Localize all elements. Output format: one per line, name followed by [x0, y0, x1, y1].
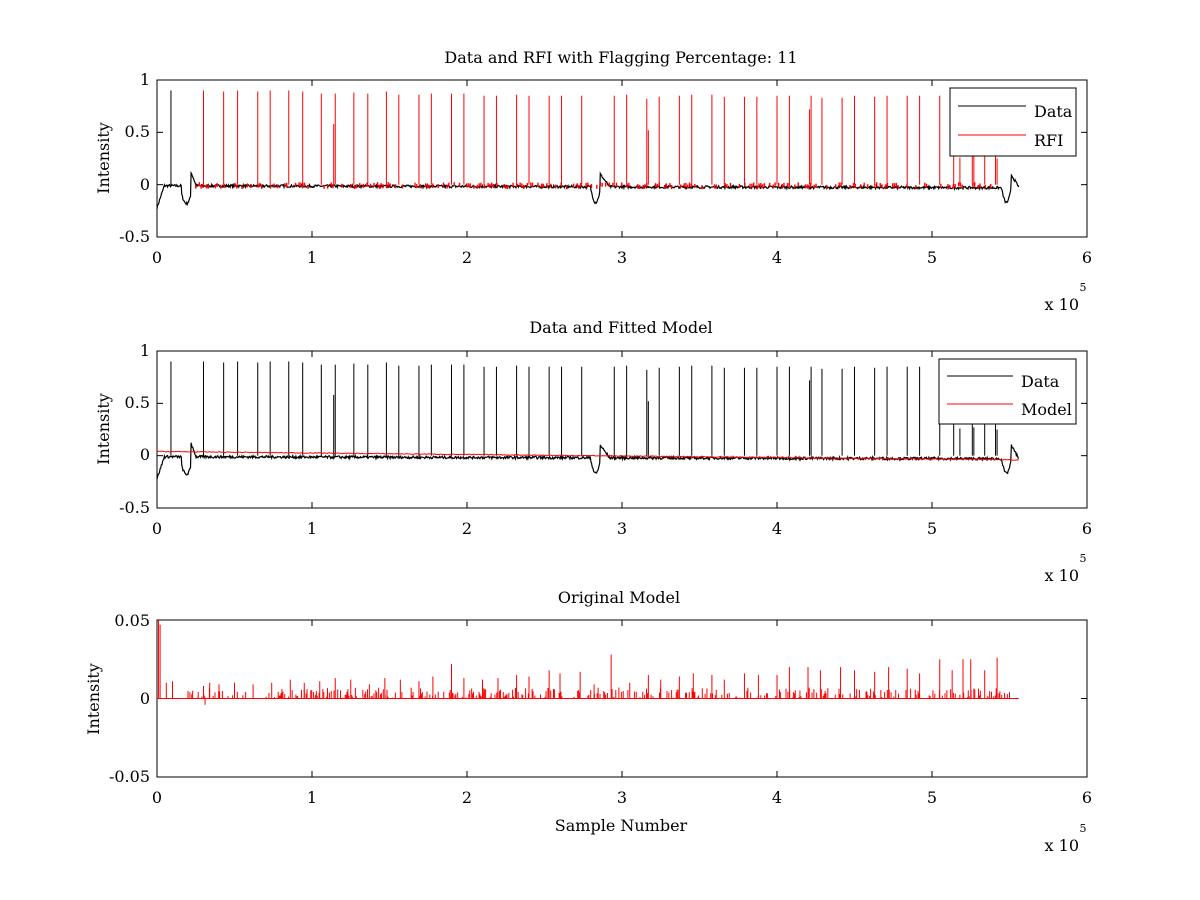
subplot-1-axes-box	[156, 79, 1088, 238]
subplot-2-x-exponent: 5	[1080, 552, 1087, 565]
subplot-1-title: Data and RFI with Flagging Percentage: 1…	[444, 48, 797, 67]
x-tick-label: 0	[152, 248, 162, 267]
legend-box	[938, 358, 1077, 425]
subplot-3-x-exponent-label: x 10	[1045, 836, 1079, 855]
x-tick-label: 3	[617, 788, 627, 807]
x-tick-label: 0	[152, 788, 162, 807]
y-tick-label: -0.05	[109, 767, 150, 786]
y-tick-label: 0.05	[114, 611, 150, 630]
subplot-2-ylabel: Intensity	[94, 393, 113, 465]
subplot-2-title: Data and Fitted Model	[529, 318, 712, 337]
y-tick-label: 1	[140, 70, 150, 89]
x-tick-label: 1	[307, 788, 317, 807]
subplot-2-ticks: 0 1 2 3 4 5 6 -0.5 0 0.5 1	[119, 341, 1092, 538]
series-data-trace	[156, 442, 1020, 480]
x-tick-label: 1	[307, 519, 317, 538]
subplot-3-ylabel: Intensity	[84, 663, 103, 735]
legend-label-data: Data	[1034, 102, 1073, 121]
x-tick-label: 2	[462, 788, 472, 807]
subplot-1-plot	[156, 79, 1088, 238]
subplot-2-axes-box	[156, 350, 1088, 509]
subplot-1: Data and RFI with Flagging Percentage: 1…	[94, 48, 1092, 314]
x-tick-label: 2	[462, 248, 472, 267]
subplot-2-x-exponent-label: x 10	[1045, 566, 1079, 585]
x-tick-label: 4	[772, 519, 782, 538]
subplot-3-plot	[156, 619, 1088, 778]
x-tick-label: 4	[772, 248, 782, 267]
subplot-2-legend: Data Model	[938, 358, 1077, 425]
subplot-3: Original Model 0 1 2 3 4 5 6 -0.05 0 0.0…	[84, 588, 1092, 855]
x-tick-label: 6	[1082, 248, 1092, 267]
legend-label-data: Data	[1021, 372, 1060, 391]
x-tick-label: 6	[1082, 519, 1092, 538]
subplot-2: Data and Fitted Model 0 1 2 3 4 5 6 -0.5…	[94, 318, 1092, 585]
legend-label-model: Model	[1021, 400, 1072, 419]
subplot-3-ticks: 0 1 2 3 4 5 6 -0.05 0 0.05	[109, 611, 1092, 807]
y-tick-label: 0.5	[125, 393, 150, 412]
x-tick-label: 0	[152, 519, 162, 538]
legend-label-rfi: RFI	[1034, 131, 1063, 150]
subplot-1-legend: Data RFI	[949, 87, 1077, 157]
x-tick-label: 5	[927, 519, 937, 538]
series-model-trace	[156, 450, 1019, 461]
legend-box	[949, 87, 1077, 157]
subplot-3-x-exponent: 5	[1080, 822, 1087, 835]
x-tick-label: 3	[617, 248, 627, 267]
y-tick-label: -0.5	[119, 227, 150, 246]
x-tick-label: 3	[617, 519, 627, 538]
x-tick-label: 6	[1082, 788, 1092, 807]
y-tick-label: -0.5	[119, 498, 150, 517]
subplot-1-ylabel: Intensity	[94, 122, 113, 194]
y-tick-label: 0	[140, 445, 150, 464]
y-tick-label: 0	[140, 175, 150, 194]
subplot-3-title: Original Model	[558, 588, 680, 607]
x-tick-label: 5	[927, 788, 937, 807]
subplot-3-xlabel: Sample Number	[555, 816, 688, 835]
y-tick-label: 0.5	[125, 122, 150, 141]
y-tick-label: 0	[140, 689, 150, 708]
x-tick-label: 1	[307, 248, 317, 267]
subplot-1-x-exponent-label: x 10	[1045, 295, 1079, 314]
y-tick-label: 1	[140, 341, 150, 360]
x-tick-label: 4	[772, 788, 782, 807]
x-tick-label: 2	[462, 519, 472, 538]
subplot-1-ticks: 0 1 2 3 4 5 6 -0.5 0 0.5 1	[119, 70, 1092, 267]
subplot-2-plot	[156, 350, 1088, 509]
x-tick-label: 5	[927, 248, 937, 267]
subplot-1-x-exponent: 5	[1080, 281, 1087, 294]
